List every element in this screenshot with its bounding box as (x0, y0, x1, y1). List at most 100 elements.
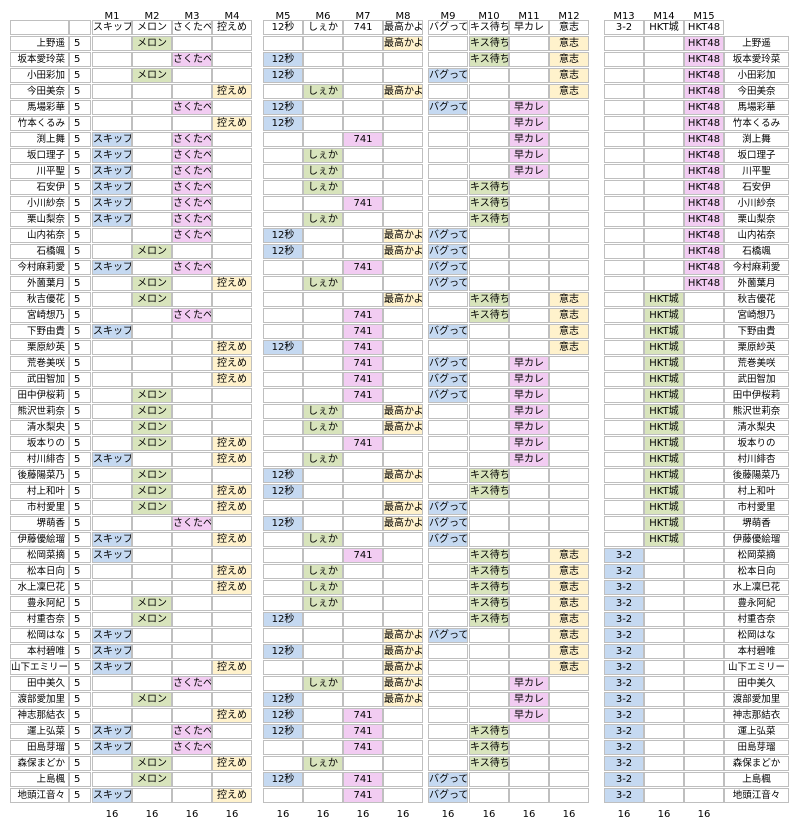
song-cell[interactable] (604, 388, 644, 403)
song-cell[interactable] (263, 372, 303, 387)
song-cell[interactable]: 3-2 (604, 564, 644, 579)
song-cell[interactable]: HKT48 (684, 244, 724, 259)
song-cell[interactable] (92, 388, 132, 403)
song-cell[interactable] (303, 436, 343, 451)
song-cell[interactable]: 741 (343, 340, 383, 355)
song-cell[interactable]: 控えめ (212, 564, 252, 579)
song-cell[interactable]: バグって (428, 500, 468, 515)
song-cell[interactable] (549, 756, 589, 771)
song-cell[interactable]: HKT48 (684, 116, 724, 131)
song-cell[interactable] (604, 180, 644, 195)
song-cell[interactable] (469, 372, 509, 387)
song-cell[interactable] (303, 740, 343, 755)
song-cell[interactable] (469, 772, 509, 787)
song-cell[interactable] (172, 756, 212, 771)
song-cell[interactable] (383, 596, 423, 611)
song-cell[interactable]: 最高かよ (383, 660, 423, 675)
song-cell[interactable] (303, 52, 343, 67)
song-cell[interactable] (684, 420, 724, 435)
song-cell[interactable] (509, 340, 549, 355)
song-cell[interactable] (644, 228, 684, 243)
song-cell[interactable] (343, 116, 383, 131)
song-cell[interactable]: HKT城 (644, 292, 684, 307)
song-cell[interactable]: スキップ (92, 628, 132, 643)
song-cell[interactable] (469, 324, 509, 339)
song-cell[interactable] (172, 84, 212, 99)
song-cell[interactable] (604, 212, 644, 227)
song-cell[interactable]: しぇか (303, 276, 343, 291)
song-cell[interactable]: 741 (343, 372, 383, 387)
song-cell[interactable] (509, 260, 549, 275)
song-cell[interactable] (644, 660, 684, 675)
song-cell[interactable] (469, 132, 509, 147)
song-cell[interactable] (172, 596, 212, 611)
song-cell[interactable]: しぇか (303, 148, 343, 163)
song-cell[interactable] (549, 148, 589, 163)
song-cell[interactable]: しぇか (303, 676, 343, 691)
song-cell[interactable] (509, 52, 549, 67)
song-cell[interactable] (303, 244, 343, 259)
song-cell[interactable] (509, 68, 549, 83)
song-cell[interactable] (549, 276, 589, 291)
song-cell[interactable] (509, 180, 549, 195)
song-cell[interactable] (604, 116, 644, 131)
song-cell[interactable] (644, 788, 684, 803)
song-cell[interactable] (644, 196, 684, 211)
song-cell[interactable] (212, 100, 252, 115)
song-cell[interactable]: しぇか (303, 84, 343, 99)
song-cell[interactable] (132, 260, 172, 275)
song-cell[interactable] (684, 740, 724, 755)
song-cell[interactable]: 12秒 (263, 516, 303, 531)
song-cell[interactable]: バグって (428, 228, 468, 243)
song-cell[interactable]: 741 (343, 324, 383, 339)
song-cell[interactable] (509, 724, 549, 739)
song-cell[interactable] (684, 388, 724, 403)
song-cell[interactable]: 12秒 (263, 772, 303, 787)
song-cell[interactable] (684, 660, 724, 675)
song-cell[interactable] (684, 372, 724, 387)
song-cell[interactable]: 3-2 (604, 628, 644, 643)
song-cell[interactable]: HKT48 (684, 212, 724, 227)
song-cell[interactable] (92, 100, 132, 115)
song-cell[interactable] (509, 740, 549, 755)
song-cell[interactable] (684, 644, 724, 659)
song-cell[interactable] (263, 420, 303, 435)
song-cell[interactable]: 早カレ (509, 132, 549, 147)
song-cell[interactable] (469, 692, 509, 707)
song-cell[interactable] (383, 708, 423, 723)
song-cell[interactable] (604, 500, 644, 515)
song-cell[interactable] (604, 516, 644, 531)
song-cell[interactable]: 最高かよ (383, 644, 423, 659)
song-cell[interactable]: 控えめ (212, 452, 252, 467)
song-cell[interactable] (604, 36, 644, 51)
song-cell[interactable] (509, 276, 549, 291)
song-cell[interactable]: 控えめ (212, 484, 252, 499)
song-cell[interactable] (303, 772, 343, 787)
song-cell[interactable]: 意志 (549, 52, 589, 67)
song-cell[interactable] (383, 180, 423, 195)
song-cell[interactable] (132, 724, 172, 739)
song-cell[interactable] (684, 404, 724, 419)
song-cell[interactable]: 意志 (549, 596, 589, 611)
song-cell[interactable] (263, 404, 303, 419)
song-cell[interactable] (172, 276, 212, 291)
song-cell[interactable] (469, 788, 509, 803)
song-cell[interactable] (509, 596, 549, 611)
song-cell[interactable]: メロン (132, 468, 172, 483)
song-cell[interactable] (383, 196, 423, 211)
song-cell[interactable] (343, 692, 383, 707)
song-cell[interactable] (428, 756, 468, 771)
song-cell[interactable] (92, 36, 132, 51)
song-cell[interactable] (549, 244, 589, 259)
song-cell[interactable] (684, 516, 724, 531)
song-cell[interactable]: スキップ (92, 452, 132, 467)
song-cell[interactable]: 最高かよ (383, 516, 423, 531)
song-cell[interactable] (644, 180, 684, 195)
song-cell[interactable]: HKT城 (644, 420, 684, 435)
song-cell[interactable]: 741 (343, 740, 383, 755)
song-cell[interactable]: HKT48 (684, 260, 724, 275)
song-cell[interactable] (644, 676, 684, 691)
song-cell[interactable]: 最高かよ (383, 468, 423, 483)
song-cell[interactable] (549, 180, 589, 195)
song-cell[interactable] (343, 84, 383, 99)
